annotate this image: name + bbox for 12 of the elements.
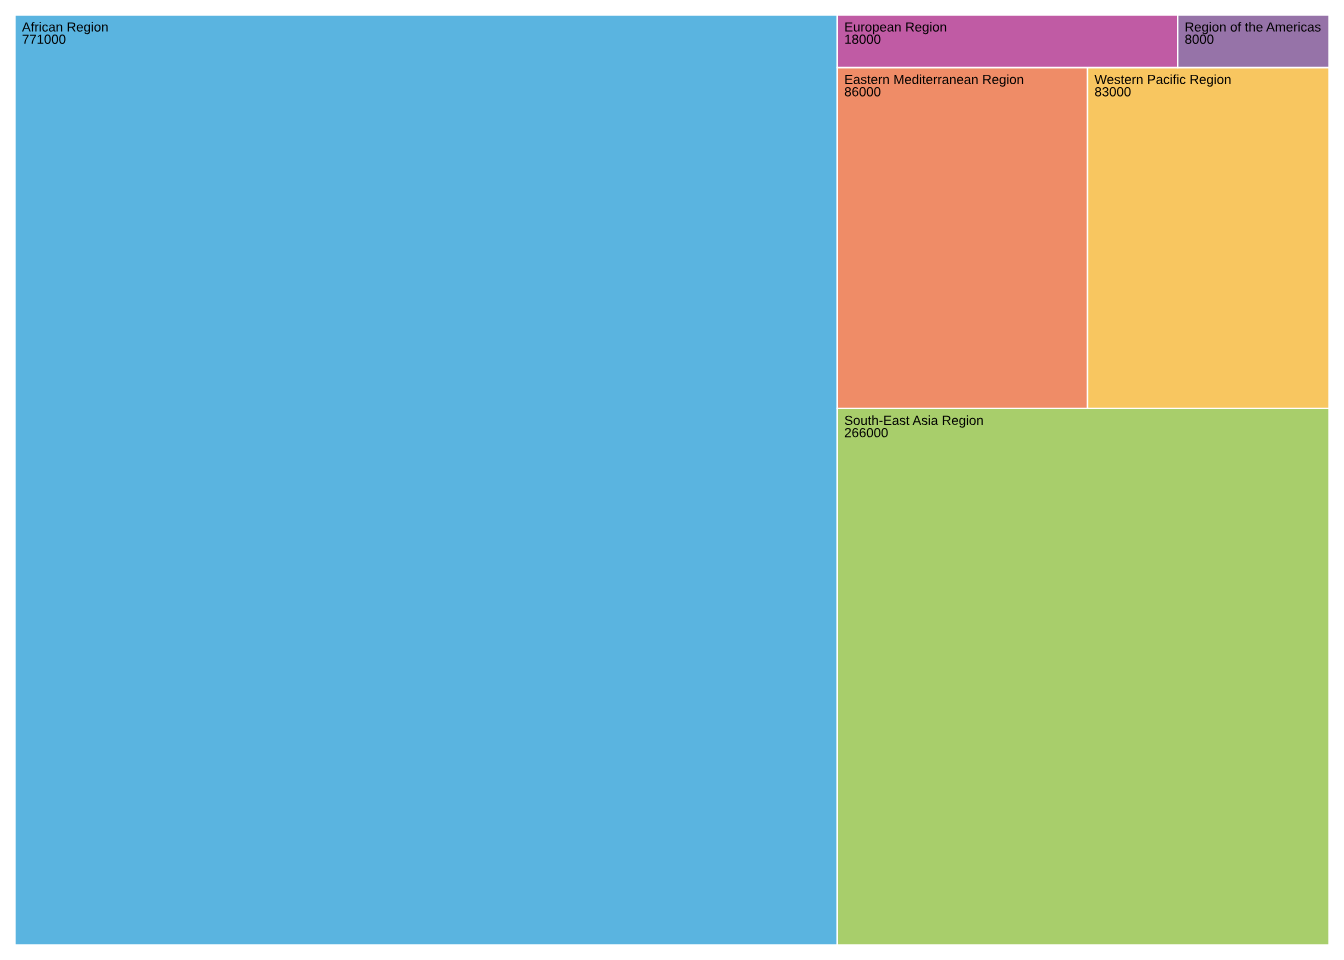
data-label: 83000: [1095, 87, 1131, 97]
category-label: Region of the Americas: [1185, 21, 1321, 35]
data-label: 771000: [22, 34, 66, 44]
category-label: South-East Asia Region: [844, 415, 983, 428]
category-label: Western Pacific Region: [1094, 74, 1231, 87]
data-label: 86000: [844, 87, 881, 97]
category-label: Eastern Mediterranean Region: [845, 74, 1024, 87]
data-label: 266000: [844, 427, 888, 438]
category-label: African Region: [21, 21, 108, 35]
category-label: European Region: [845, 21, 947, 35]
data-label: 8000: [1185, 34, 1214, 44]
data-label: 18000: [845, 34, 881, 44]
